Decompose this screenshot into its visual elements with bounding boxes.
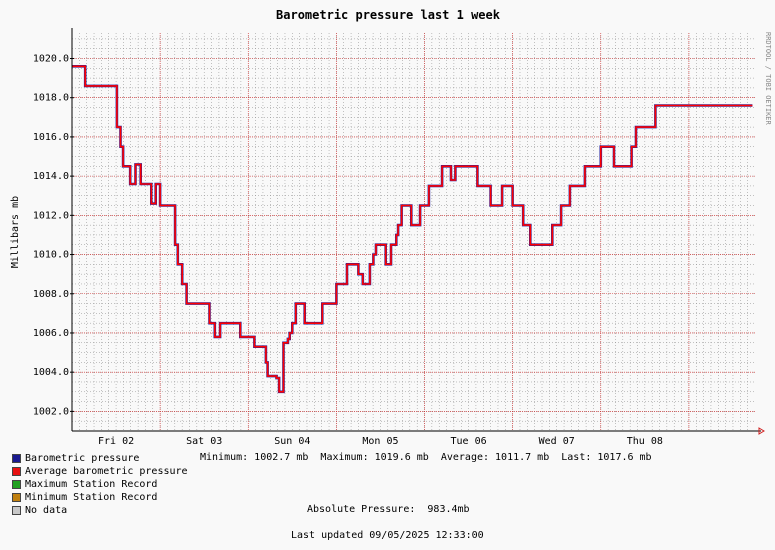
legend-swatch-barometric [12, 454, 21, 463]
x-axis-arrow [758, 427, 765, 435]
legend-label: Minimum Station Record [25, 492, 158, 503]
y-tick-label: 1002.0 [33, 406, 69, 417]
y-tick-label: 1018.0 [33, 93, 69, 104]
y-tick-label: 1012.0 [33, 210, 69, 221]
tick-labels: 1002.0 1004.0 1006.0 1008.0 1010.0 1012.0 1014… [33, 53, 663, 447]
legend-label: No data [25, 505, 68, 516]
y-tick-label: 1004.0 [33, 367, 69, 378]
stat-last: Last: 1017.6 mb [561, 452, 652, 463]
x-tick-label: Mon 05 [362, 436, 398, 447]
legend-item-barometric: Barometric pressure [12, 452, 188, 465]
plot-lines [72, 65, 753, 394]
absolute-pressure: Absolute Pressure: 983.4mb [307, 504, 470, 515]
x-tick-label: Fri 02 [98, 436, 134, 447]
stat-maximum: Maximum: 1019.6 mb [320, 452, 429, 463]
series-line-average [72, 65, 753, 393]
y-tick-label: 1014.0 [33, 171, 69, 182]
legend-swatch-no-data [12, 506, 21, 515]
legend-item-average: Average barometric pressure [12, 465, 188, 478]
legend-label: Average barometric pressure [25, 466, 188, 477]
y-axis-label: Millibars mb [10, 196, 21, 268]
x-tick-label: Sat 03 [186, 436, 222, 447]
stats-line: Minimum: 1002.7 mb Maximum: 1019.6 mb Av… [200, 452, 652, 463]
legend-swatch-max-record [12, 480, 21, 489]
y-tick-label: 1010.0 [33, 250, 69, 261]
chart-legend: Barometric pressure Average barometric p… [12, 452, 188, 517]
legend-swatch-min-record [12, 493, 21, 502]
rrdtool-watermark: RRDTOOL / TOBI OETIKER [764, 32, 772, 126]
x-tick-label: Thu 08 [627, 436, 663, 447]
legend-swatch-average [12, 467, 21, 476]
legend-item-min-record: Minimum Station Record [12, 491, 188, 504]
y-tick-label: 1008.0 [33, 289, 69, 300]
stat-average: Average: 1011.7 mb [440, 452, 550, 463]
x-tick-label: Tue 06 [451, 436, 487, 447]
legend-item-max-record: Maximum Station Record [12, 478, 188, 491]
y-tick-label: 1020.0 [33, 53, 69, 64]
y-tick-label: 1006.0 [33, 328, 69, 339]
legend-label: Barometric pressure [25, 453, 140, 464]
chart-axes [70, 28, 765, 435]
last-updated: Last updated 09/05/2025 12:33:00 [291, 530, 484, 541]
legend-item-no-data: No data [12, 504, 188, 517]
legend-label: Maximum Station Record [25, 479, 158, 490]
chart-title: Barometric pressure last 1 week [276, 8, 501, 22]
x-tick-label: Sun 04 [274, 436, 310, 447]
chart-grid [72, 33, 755, 432]
x-tick-label: Wed 07 [539, 436, 575, 447]
stat-minimum: Minimum: 1002.7 mb [200, 452, 309, 463]
y-tick-label: 1016.0 [33, 132, 69, 143]
